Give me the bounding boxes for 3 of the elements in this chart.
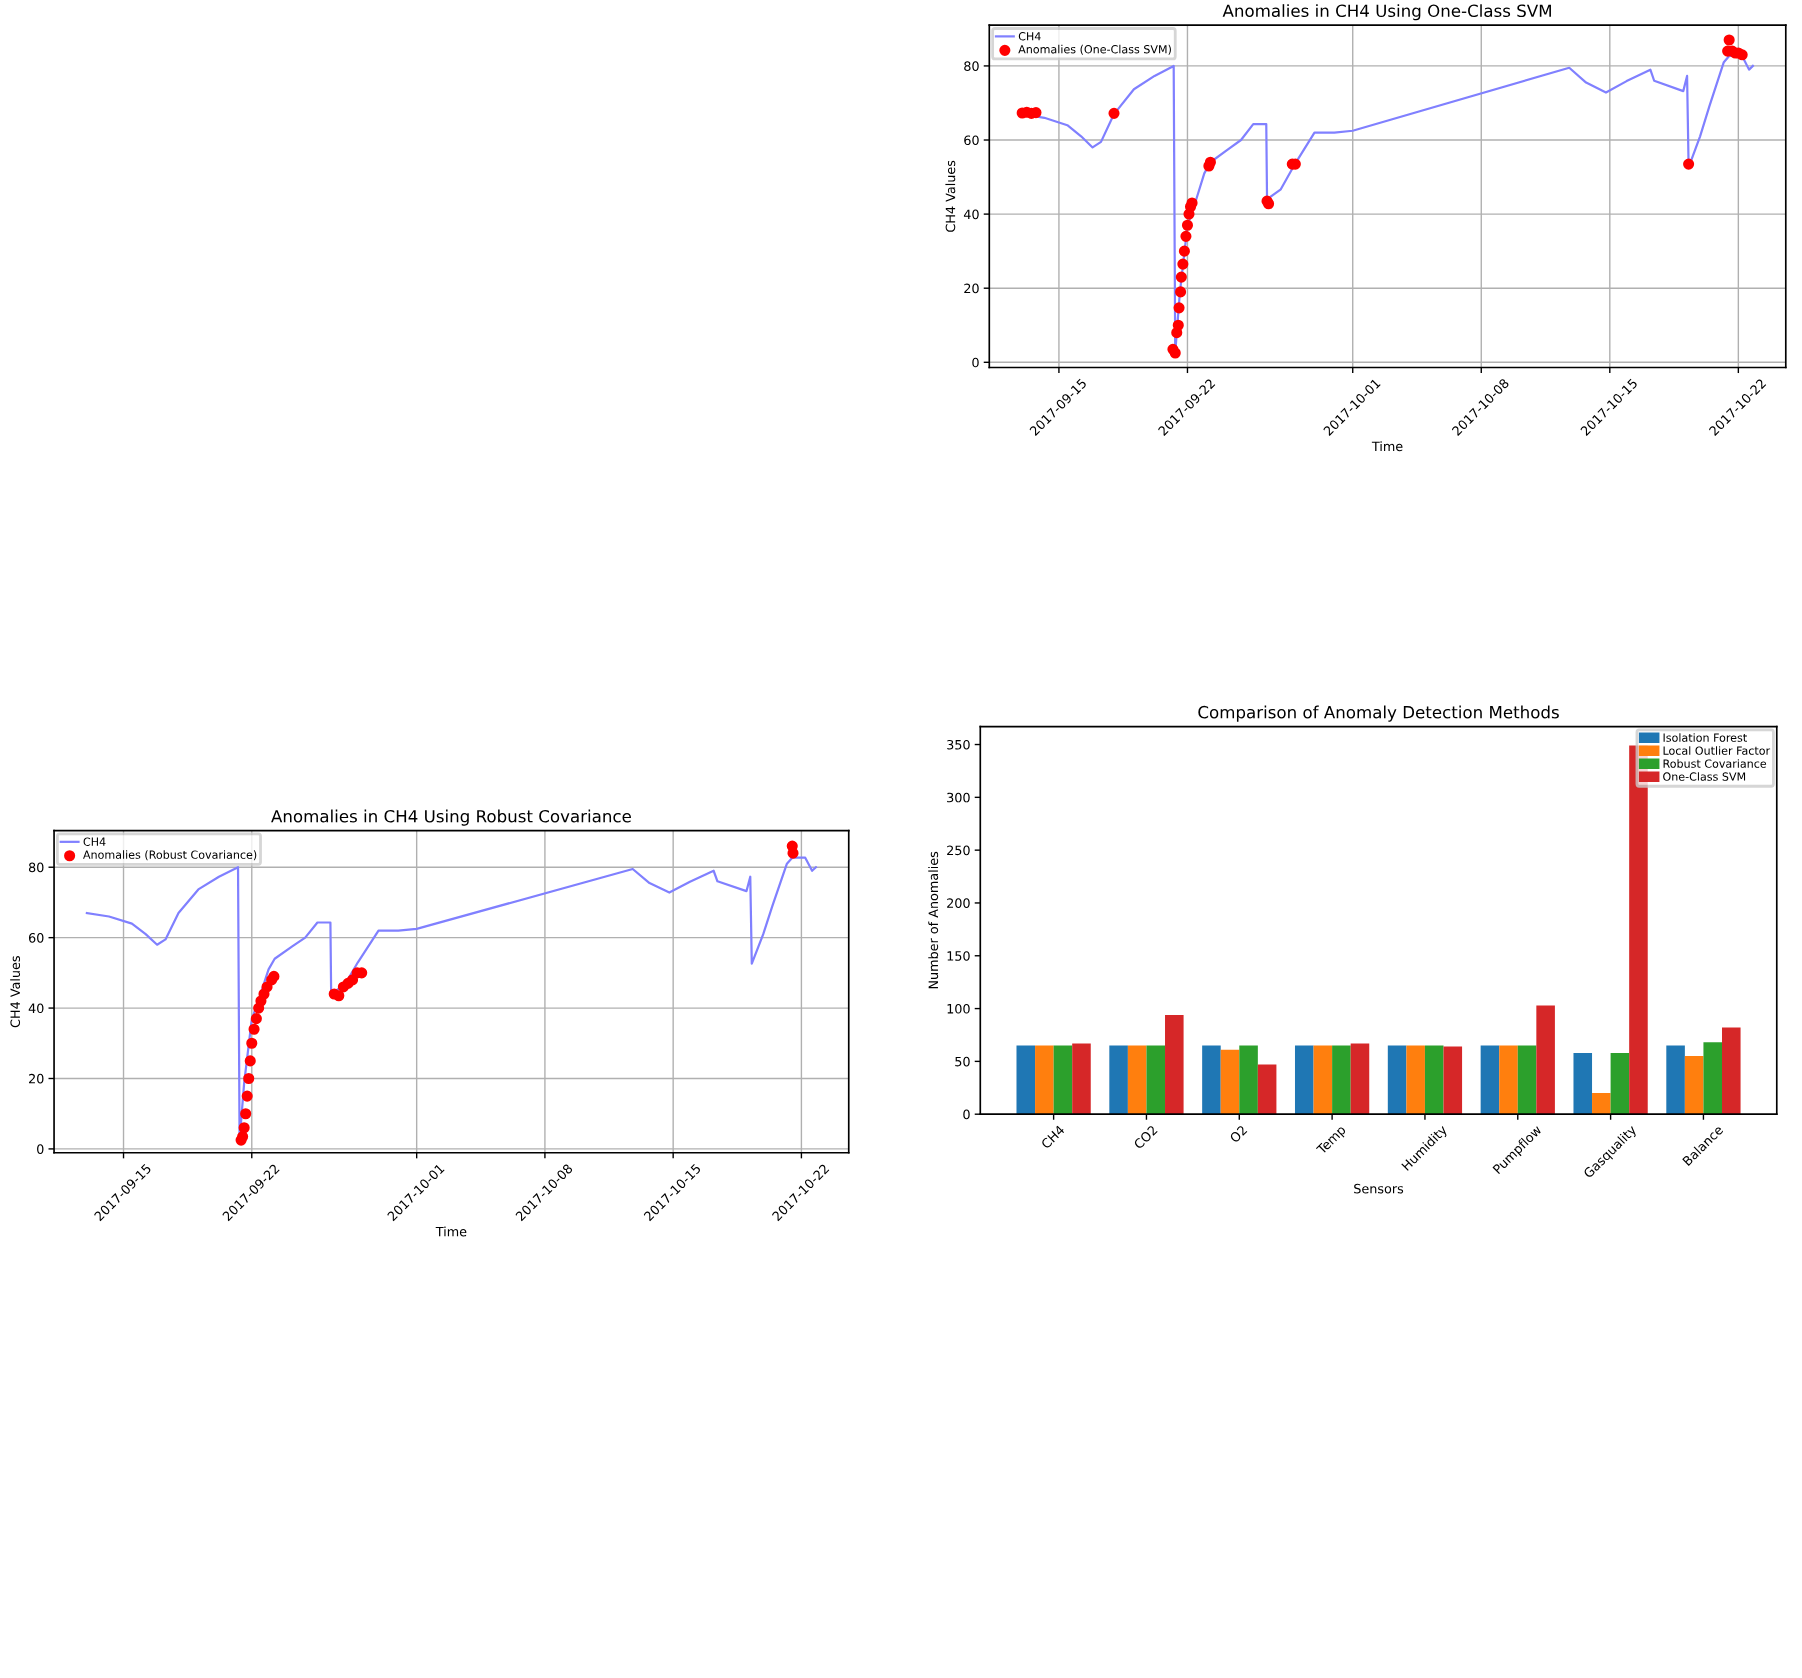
chart-title: Anomalies in CH4 Using One-Class SVM (1222, 4, 1551, 21)
chart-title: Comparison of Anomaly Detection Methods (1198, 705, 1559, 722)
chart-title: Anomalies in CH4 Using Robust Covariance (271, 809, 631, 826)
